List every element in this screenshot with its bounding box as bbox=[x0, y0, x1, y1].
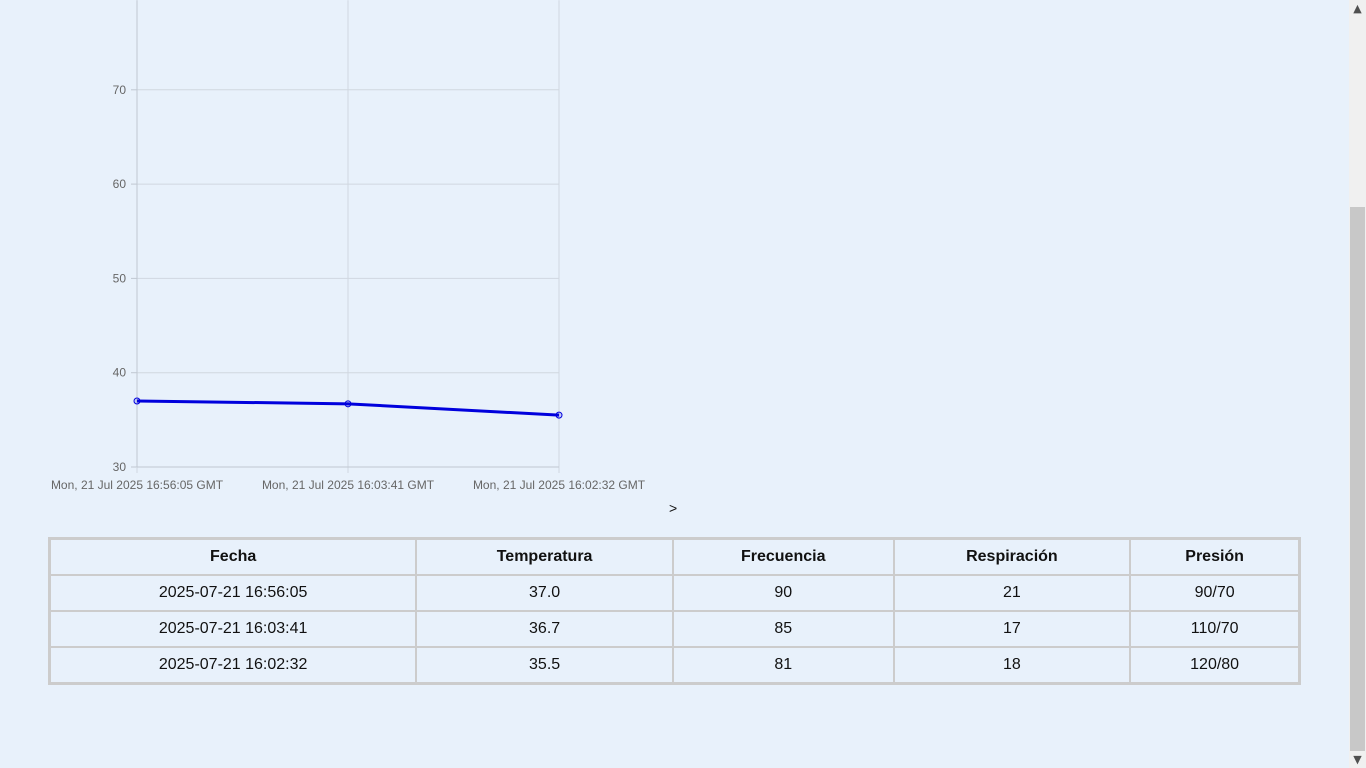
column-header-fecha: Fecha bbox=[50, 539, 417, 575]
cell-respiracion: 21 bbox=[893, 575, 1131, 611]
y-tick-label: 60 bbox=[113, 177, 127, 191]
vertical-scrollbar[interactable]: ▲ ▼ bbox=[1349, 0, 1366, 768]
y-tick-label: 70 bbox=[113, 83, 127, 97]
cell-fecha: 2025-07-21 16:03:41 bbox=[50, 611, 417, 647]
cell-fecha: 2025-07-21 16:02:32 bbox=[50, 647, 417, 683]
column-header-respiracion: Respiración bbox=[893, 539, 1131, 575]
cell-presion: 120/80 bbox=[1130, 647, 1299, 683]
temperature-line-chart: 30 40 50 60 70 Mon, 21 Jul 2025 16:56:05 GMT M… bbox=[51, 0, 646, 492]
data-point bbox=[555, 411, 563, 419]
cell-frecuencia: 81 bbox=[672, 647, 894, 683]
chevron-down-icon[interactable]: ▼ bbox=[1353, 753, 1362, 766]
y-tick-label: 30 bbox=[113, 460, 127, 474]
x-tick-label: Mon, 21 Jul 2025 16:03:41 GMT bbox=[262, 478, 435, 492]
cell-temperatura: 37.0 bbox=[416, 575, 673, 611]
stray-text: > bbox=[669, 500, 678, 516]
temperature-series-line bbox=[136, 399, 560, 417]
cell-presion: 110/70 bbox=[1130, 611, 1299, 647]
cell-temperatura: 35.5 bbox=[416, 647, 673, 683]
data-point bbox=[133, 397, 141, 405]
data-point bbox=[344, 400, 352, 408]
table-row: 2025-07-21 16:02:32 35.5 81 18 120/80 bbox=[50, 647, 1299, 683]
chevron-up-icon[interactable]: ▲ bbox=[1353, 2, 1362, 15]
cell-respiracion: 17 bbox=[893, 611, 1131, 647]
cell-presion: 90/70 bbox=[1130, 575, 1299, 611]
table-row: 2025-07-21 16:03:41 36.7 85 17 110/70 bbox=[50, 611, 1299, 647]
vitals-table: Fecha Temperatura Frecuencia Respiración… bbox=[48, 537, 1301, 685]
cell-frecuencia: 90 bbox=[672, 575, 894, 611]
column-header-temperatura: Temperatura bbox=[416, 539, 673, 575]
column-header-frecuencia: Frecuencia bbox=[672, 539, 894, 575]
y-tick-label: 40 bbox=[113, 366, 127, 380]
x-tick-label: Mon, 21 Jul 2025 16:02:32 GMT bbox=[473, 478, 646, 492]
scrollbar-thumb[interactable] bbox=[1350, 207, 1365, 751]
cell-fecha: 2025-07-21 16:56:05 bbox=[50, 575, 417, 611]
cell-frecuencia: 85 bbox=[672, 611, 894, 647]
cell-temperatura: 36.7 bbox=[416, 611, 673, 647]
table-row: 2025-07-21 16:56:05 37.0 90 21 90/70 bbox=[50, 575, 1299, 611]
y-tick-label: 50 bbox=[113, 271, 127, 285]
table-header-row: Fecha Temperatura Frecuencia Respiración… bbox=[50, 539, 1299, 575]
cell-respiracion: 18 bbox=[893, 647, 1131, 683]
column-header-presion: Presión bbox=[1130, 539, 1299, 575]
x-tick-label: Mon, 21 Jul 2025 16:56:05 GMT bbox=[51, 478, 224, 492]
